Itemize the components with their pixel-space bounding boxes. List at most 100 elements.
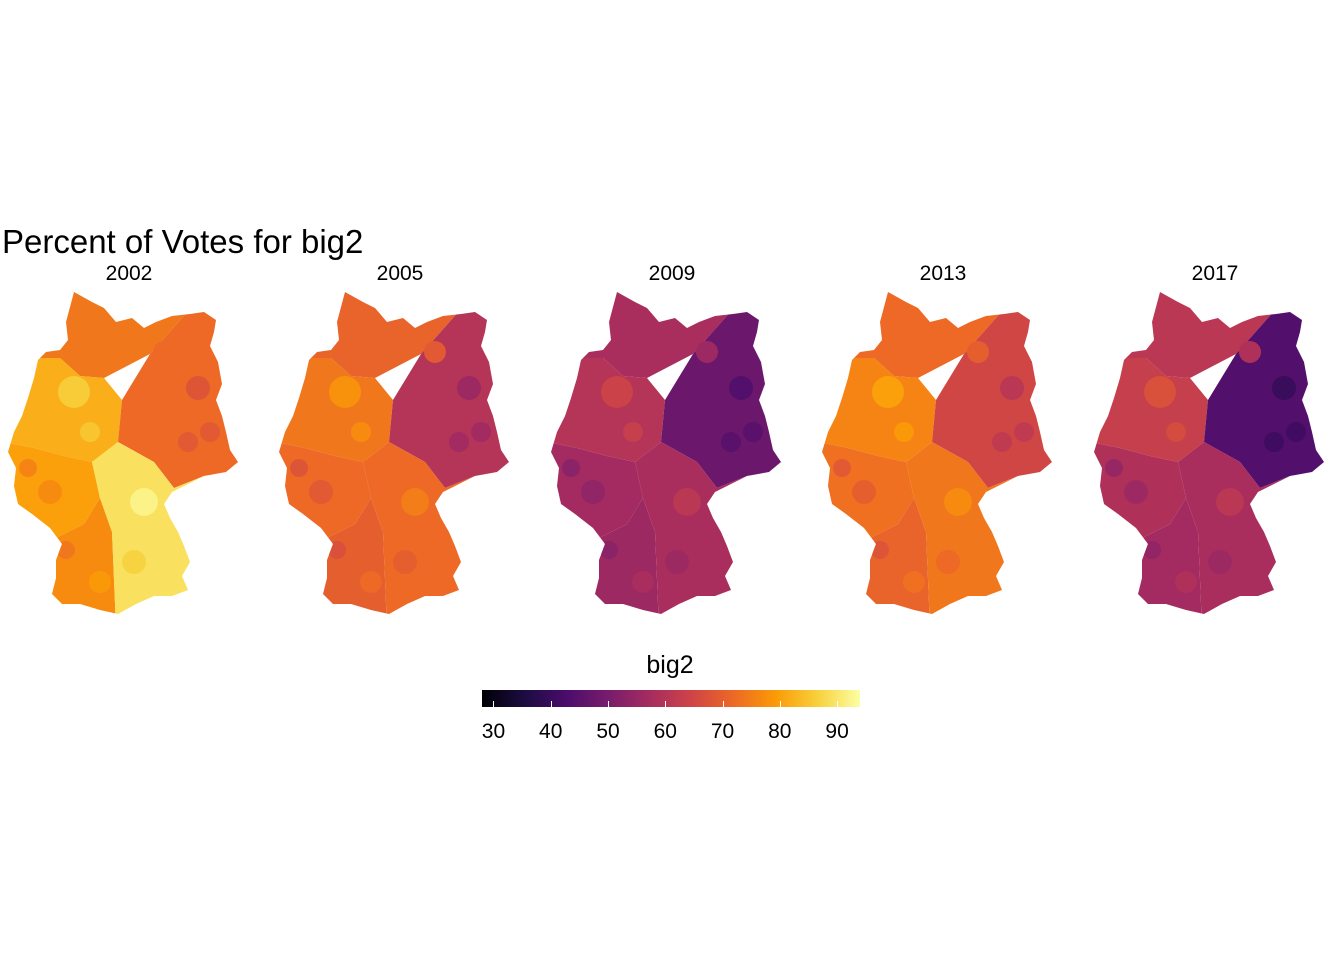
plot-title: Percent of Votes for big2: [2, 223, 364, 260]
legend-tick-label: 50: [596, 720, 620, 743]
legend-tick-label: 30: [481, 720, 506, 743]
district-patch: [936, 550, 960, 574]
district-patch: [673, 488, 701, 516]
district-patch: [424, 341, 446, 363]
district-patch: [200, 422, 220, 442]
legend-tick-mark: [608, 701, 609, 707]
district-patch: [360, 571, 382, 593]
region-southwest: [577, 498, 659, 614]
legend-tick-mark: [665, 701, 667, 707]
legend-tick-label: 40: [539, 720, 563, 743]
district-patch: [58, 376, 90, 408]
district-patch: [19, 459, 37, 477]
district-patch: [872, 376, 904, 408]
district-patch: [871, 541, 889, 559]
district-patch: [1143, 541, 1161, 559]
district-patch: [351, 422, 371, 442]
legend-colorbar: [482, 690, 860, 707]
district-patch: [894, 422, 914, 442]
district-patch: [309, 480, 333, 504]
district-patch: [601, 376, 633, 408]
legend-tick-label: 70: [710, 720, 735, 743]
district-patch: [944, 488, 972, 516]
district-patch: [401, 488, 429, 516]
district-patch: [721, 432, 741, 452]
map-panel-2002: 2002: [4, 262, 254, 632]
district-patch: [1124, 480, 1148, 504]
legend-tick-label: 90: [825, 720, 849, 743]
district-patch: [903, 571, 925, 593]
germany-map-2005: [279, 292, 509, 614]
district-patch: [1264, 432, 1284, 452]
map-panel-2013: 2013: [818, 262, 1068, 632]
district-patch: [581, 480, 605, 504]
germany-map-2009: [551, 292, 781, 614]
district-patch: [1014, 422, 1034, 442]
panel-label-2005: 2005: [376, 262, 424, 285]
district-patch: [471, 422, 491, 442]
panel-label-2013: 2013: [919, 262, 967, 285]
region-southwest: [1120, 498, 1202, 614]
region-southwest: [848, 498, 930, 614]
legend-tick-mark: [722, 701, 724, 707]
district-patch: [696, 341, 718, 363]
map-regions: [551, 292, 781, 614]
panel-label-2017: 2017: [1191, 262, 1239, 285]
map-panel-2005: 2005: [275, 262, 525, 632]
district-patch: [1272, 376, 1296, 400]
region-southwest: [305, 498, 387, 614]
germany-map-2002: [8, 292, 238, 614]
map-panel-2017: 2017: [1090, 262, 1340, 632]
map-regions: [1094, 292, 1324, 614]
district-patch: [122, 550, 146, 574]
district-patch: [833, 459, 851, 477]
district-patch: [1239, 341, 1261, 363]
legend-tick-mark: [493, 701, 495, 707]
legend-tick-label: 80: [768, 720, 792, 743]
district-patch: [1216, 488, 1244, 516]
legend-tick-mark: [779, 701, 781, 707]
district-patch: [178, 432, 198, 452]
district-patch: [967, 341, 989, 363]
district-patch: [393, 550, 417, 574]
legend-tick-label: 60: [653, 720, 677, 743]
district-patch: [89, 571, 111, 593]
legend-tick-mark: [837, 701, 839, 707]
district-patch: [600, 541, 618, 559]
district-patch: [186, 376, 210, 400]
color-legend: big2 30 40 50 60 70 80 90: [470, 648, 870, 748]
district-patch: [130, 488, 158, 516]
district-patch: [1286, 422, 1306, 442]
district-patch: [57, 541, 75, 559]
district-patch: [328, 541, 346, 559]
district-patch: [665, 550, 689, 574]
district-patch: [1144, 376, 1176, 408]
district-patch: [992, 432, 1012, 452]
map-regions: [822, 292, 1052, 614]
district-patch: [38, 480, 62, 504]
legend-title: big2: [646, 651, 694, 679]
district-patch: [457, 376, 481, 400]
district-patch: [729, 376, 753, 400]
district-patch: [623, 422, 643, 442]
panel-label-2009: 2009: [648, 262, 696, 285]
district-patch: [449, 432, 469, 452]
germany-map-2013: [822, 292, 1052, 614]
district-patch: [1105, 459, 1123, 477]
germany-map-2017: [1094, 292, 1324, 614]
district-patch: [1000, 376, 1024, 400]
map-regions: [8, 292, 238, 614]
district-patch: [80, 422, 100, 442]
region-southwest: [34, 498, 116, 614]
district-patch: [1208, 550, 1232, 574]
district-patch: [329, 376, 361, 408]
district-patch: [562, 459, 580, 477]
district-patch: [743, 422, 763, 442]
district-patch: [852, 480, 876, 504]
map-panel-2009: 2009: [547, 262, 797, 632]
district-patch: [1175, 571, 1197, 593]
district-patch: [632, 571, 654, 593]
map-regions: [279, 292, 509, 614]
panel-label-2002: 2002: [105, 262, 153, 285]
district-patch: [1166, 422, 1186, 442]
